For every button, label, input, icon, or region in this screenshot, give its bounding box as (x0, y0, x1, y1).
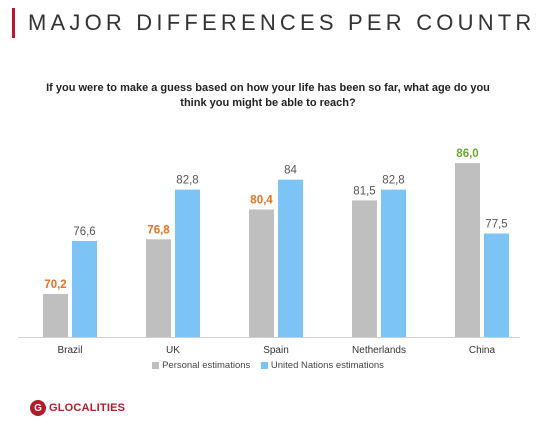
bar-chart: 70,2 76,6 Brazil 76,8 82,8 UK 80,4 84 Spain 81,5 8… (18, 148, 520, 356)
chart-legend: Personal estimations United Nations esti… (0, 360, 536, 372)
legend-label-personal: Personal estimations (162, 360, 251, 371)
survey-question: If you were to make a guess based on how… (46, 82, 490, 109)
data-label-brazil-personal: 70,2 (44, 279, 66, 291)
bar-china-personal (455, 163, 480, 337)
bar-netherlands-personal (352, 200, 377, 337)
title-accent-bar (12, 8, 15, 38)
bar-uk-un (175, 189, 200, 337)
bar-spain-personal (249, 209, 274, 337)
bar-china-un (484, 233, 509, 337)
legend-swatch-un (260, 362, 268, 369)
title-block: MAJOR DIFFERENCES PER COUNTRY (12, 8, 536, 38)
data-label-uk-personal: 76,8 (147, 224, 170, 236)
bar-brazil-personal (43, 293, 68, 337)
page-title: MAJOR DIFFERENCES PER COUNTRY (28, 10, 536, 35)
x-tick-label-brazil: Brazil (57, 345, 82, 356)
data-label-brazil-un: 76,6 (73, 226, 95, 238)
data-label-china-un: 77,5 (485, 219, 507, 231)
legend-label-un: United Nations estimations (270, 360, 384, 371)
bar-uk-personal (146, 239, 171, 337)
bar-spain-un (278, 179, 303, 337)
data-label-spain-un: 84 (284, 165, 297, 177)
x-tick-label-china: China (469, 345, 496, 356)
data-label-netherlands-personal: 81,5 (353, 185, 375, 197)
x-tick-label-uk: UK (166, 345, 180, 356)
data-label-spain-personal: 80,4 (250, 194, 273, 206)
bar-netherlands-un (381, 189, 406, 337)
glocalities-logo: G GLOCALITIES (30, 400, 125, 416)
legend-item-personal: Personal estimations (152, 360, 250, 371)
x-tick-label-spain: Spain (263, 345, 289, 356)
data-label-uk-un: 82,8 (176, 175, 198, 187)
logo-text: GLOCALITIES (49, 402, 126, 414)
data-label-netherlands-un: 82,8 (382, 175, 404, 187)
legend-item-un: United Nations estimations (260, 360, 384, 371)
data-label-china-personal: 86,0 (456, 148, 478, 160)
x-tick-label-netherlands: Netherlands (352, 345, 406, 356)
bar-brazil-un (72, 240, 97, 337)
legend-swatch-personal (152, 362, 160, 369)
logo-mark-icon: G (30, 400, 46, 416)
